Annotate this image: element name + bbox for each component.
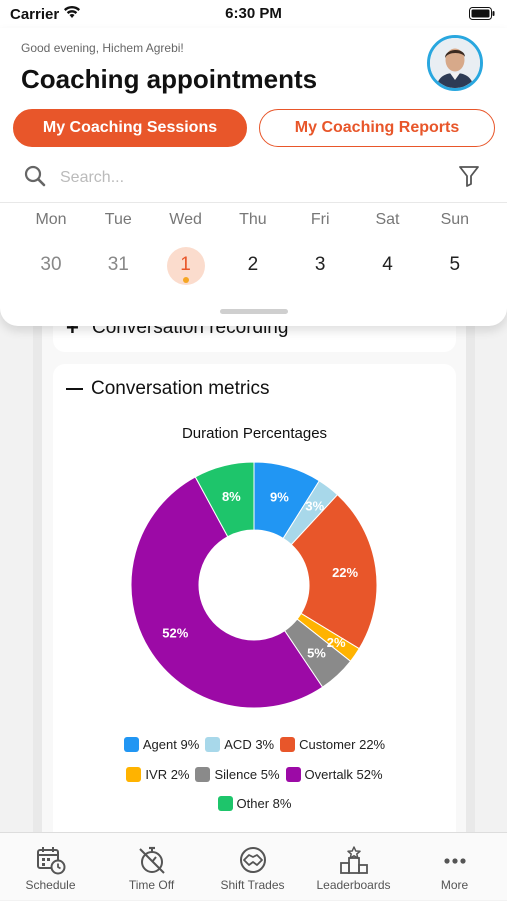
slice-data-label: 3% — [305, 499, 324, 514]
day-number: 4 — [382, 254, 393, 275]
legend-item[interactable]: Overtalk 52% — [285, 767, 383, 782]
collapse-minus-icon[interactable] — [66, 388, 83, 390]
header-divider — [0, 202, 507, 203]
legend-swatch — [195, 767, 211, 782]
legend-item[interactable]: Customer 22% — [280, 737, 385, 752]
calendar-day[interactable]: Tue 31 — [88, 211, 148, 277]
avatar[interactable] — [427, 35, 483, 91]
chart-title: Duration Percentages — [181, 425, 328, 442]
day-number: 1 — [180, 254, 191, 275]
chart-legend-row: Other 8% — [53, 796, 456, 811]
slice-data-label: 5% — [307, 646, 326, 661]
search-icon — [24, 165, 46, 187]
calendar-day[interactable]: Thu 2 — [223, 211, 283, 277]
legend-label: Silence 5% — [214, 767, 280, 782]
calendar-day[interactable]: Sat 4 — [358, 211, 418, 277]
slice-data-label: 22% — [332, 565, 358, 580]
legend-item[interactable]: Silence 5% — [195, 767, 280, 782]
day-name: Mon — [35, 211, 67, 228]
day-name: Sun — [440, 211, 470, 228]
day-number: 2 — [247, 254, 259, 275]
handshake-icon — [240, 847, 266, 873]
legend-label: ACD 3% — [224, 737, 275, 752]
tab-time-off[interactable]: Time Off — [101, 833, 202, 901]
slice-data-label: 52% — [162, 626, 188, 641]
day-number: 31 — [107, 254, 129, 275]
tab-leaderboards[interactable]: Leaderboards — [303, 833, 404, 901]
slice-data-label: 9% — [270, 490, 289, 505]
metrics-section-label[interactable]: Conversation metrics — [91, 378, 270, 399]
donut-slice[interactable] — [194, 461, 255, 538]
chart-legend-row: Agent 9% ACD 3% Customer 22% — [53, 737, 456, 752]
user-portrait-icon — [430, 38, 480, 88]
day-name: Wed — [169, 211, 202, 228]
legend-label: Overtalk 52% — [304, 767, 383, 782]
legend-label: Other 8% — [236, 796, 292, 811]
donut-slice[interactable] — [290, 494, 378, 650]
tab-label: Shift Trades — [220, 878, 285, 892]
wifi-icon — [64, 5, 80, 18]
tab-bar: Schedule Time Off Shift Trades Leaderboa… — [0, 832, 507, 900]
tab-schedule[interactable]: Schedule — [0, 833, 101, 901]
tab-more[interactable]: More — [404, 833, 505, 901]
stopwatch-off-icon — [139, 846, 165, 874]
my-coaching-sessions-tab[interactable]: My Coaching Sessions — [13, 109, 247, 147]
chart-legend-row: IVR 2% Silence 5% Overtalk 52% — [53, 767, 456, 782]
legend-item[interactable]: Other 8% — [217, 796, 292, 811]
calendar-day[interactable]: Fri 3 — [290, 211, 350, 277]
tab-label: Leaderboards — [316, 878, 391, 892]
day-name: Tue — [104, 211, 132, 228]
metrics-section — [53, 364, 456, 844]
calendar-clock-icon — [37, 847, 66, 875]
day-number: 30 — [40, 254, 62, 275]
day-name: Thu — [239, 211, 267, 228]
podium-icon — [340, 846, 368, 874]
status-time: 6:30 PM — [225, 5, 282, 22]
calendar-day[interactable]: Sun 5 — [425, 211, 485, 277]
legend-label: Customer 22% — [299, 737, 386, 752]
legend-swatch — [217, 796, 233, 811]
slice-data-label: 8% — [222, 489, 241, 504]
legend-swatch — [205, 737, 221, 752]
filter-icon[interactable] — [458, 165, 480, 187]
battery-icon — [469, 7, 495, 20]
tab-label: Schedule — [25, 878, 76, 892]
tab-label: More — [440, 878, 469, 892]
page-title: Coaching appointments — [21, 64, 318, 94]
tab-label: Time Off — [128, 878, 175, 892]
calendar-day[interactable]: Wed 1 — [156, 211, 216, 285]
tab-shift-trades[interactable]: Shift Trades — [202, 833, 303, 901]
day-number: 3 — [314, 254, 326, 275]
legend-item[interactable]: IVR 2% — [126, 767, 189, 782]
legend-swatch — [126, 767, 142, 782]
legend-swatch — [123, 737, 139, 752]
my-coaching-reports-tab[interactable]: My Coaching Reports — [259, 109, 495, 147]
more-dots-icon — [444, 858, 466, 864]
greeting-text: Good evening, Hichem Agrebi! — [21, 41, 184, 55]
legend-swatch — [280, 737, 296, 752]
day-name: Sat — [375, 211, 400, 228]
carrier-label: Carrier — [10, 6, 60, 23]
header-card: Good evening, Hichem Agrebi! Coaching ap… — [0, 28, 507, 326]
legend-item[interactable]: Agent 9% — [123, 737, 200, 752]
legend-item[interactable]: ACD 3% — [205, 737, 274, 752]
status-bar: Carrier 6:30 PM — [0, 0, 507, 28]
donut-slice[interactable] — [130, 476, 324, 709]
day-name: Fri — [310, 211, 330, 228]
search-input[interactable] — [58, 164, 412, 192]
event-dot — [182, 277, 189, 283]
slice-data-label: 2% — [327, 635, 346, 650]
legend-label: Agent 9% — [142, 737, 200, 752]
legend-label: IVR 2% — [145, 767, 190, 782]
drag-handle[interactable] — [220, 309, 288, 314]
calendar-day[interactable]: Mon 30 — [21, 211, 81, 277]
legend-swatch — [285, 767, 301, 782]
day-number: 5 — [449, 254, 461, 275]
